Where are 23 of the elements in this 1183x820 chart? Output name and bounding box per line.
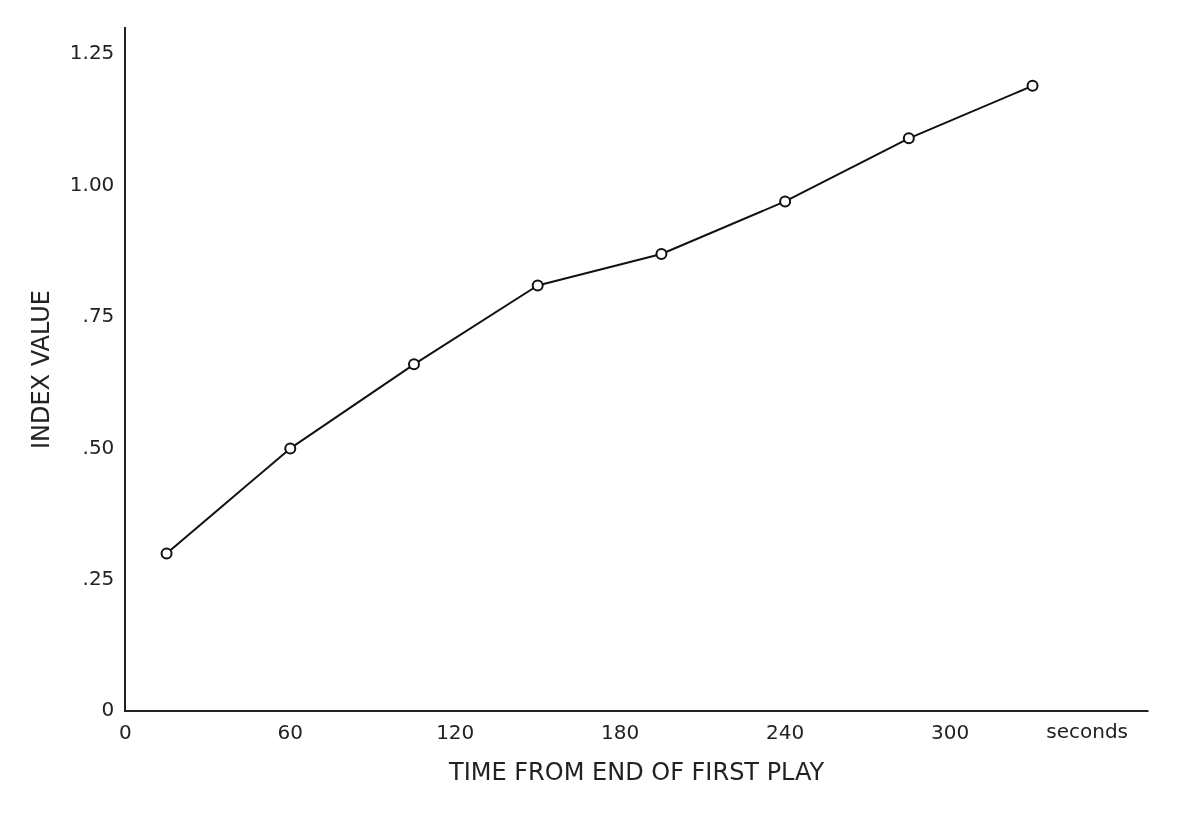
- y-tick-label: 1.00: [69, 171, 115, 196]
- point: [655, 247, 668, 260]
- x-tick-label: 240: [766, 720, 805, 745]
- point: [284, 442, 297, 455]
- y-axis-title: INDEX VALUE: [26, 290, 55, 450]
- point: [160, 547, 173, 560]
- point: [531, 279, 544, 292]
- y-tick-label: .50: [82, 434, 115, 459]
- x-tick-label: 0: [118, 720, 132, 745]
- x-tick-label: 300: [930, 720, 970, 745]
- x-tick-label: 180: [601, 720, 640, 745]
- x-tick-label: 60: [277, 720, 303, 745]
- y-tick-label: .75: [82, 303, 115, 328]
- point: [779, 195, 792, 208]
- y-tick-label: 0: [101, 697, 115, 722]
- x-tick-label: 120: [436, 720, 475, 745]
- y-tick-label: 1.25: [69, 40, 115, 65]
- x-axis-title: TIME FROM END OF FIRST PLAY: [448, 757, 825, 786]
- point: [407, 358, 420, 371]
- point: [1026, 79, 1039, 92]
- point: [902, 132, 915, 145]
- text: seconds: [1046, 719, 1128, 744]
- y-tick-label: .25: [82, 566, 115, 591]
